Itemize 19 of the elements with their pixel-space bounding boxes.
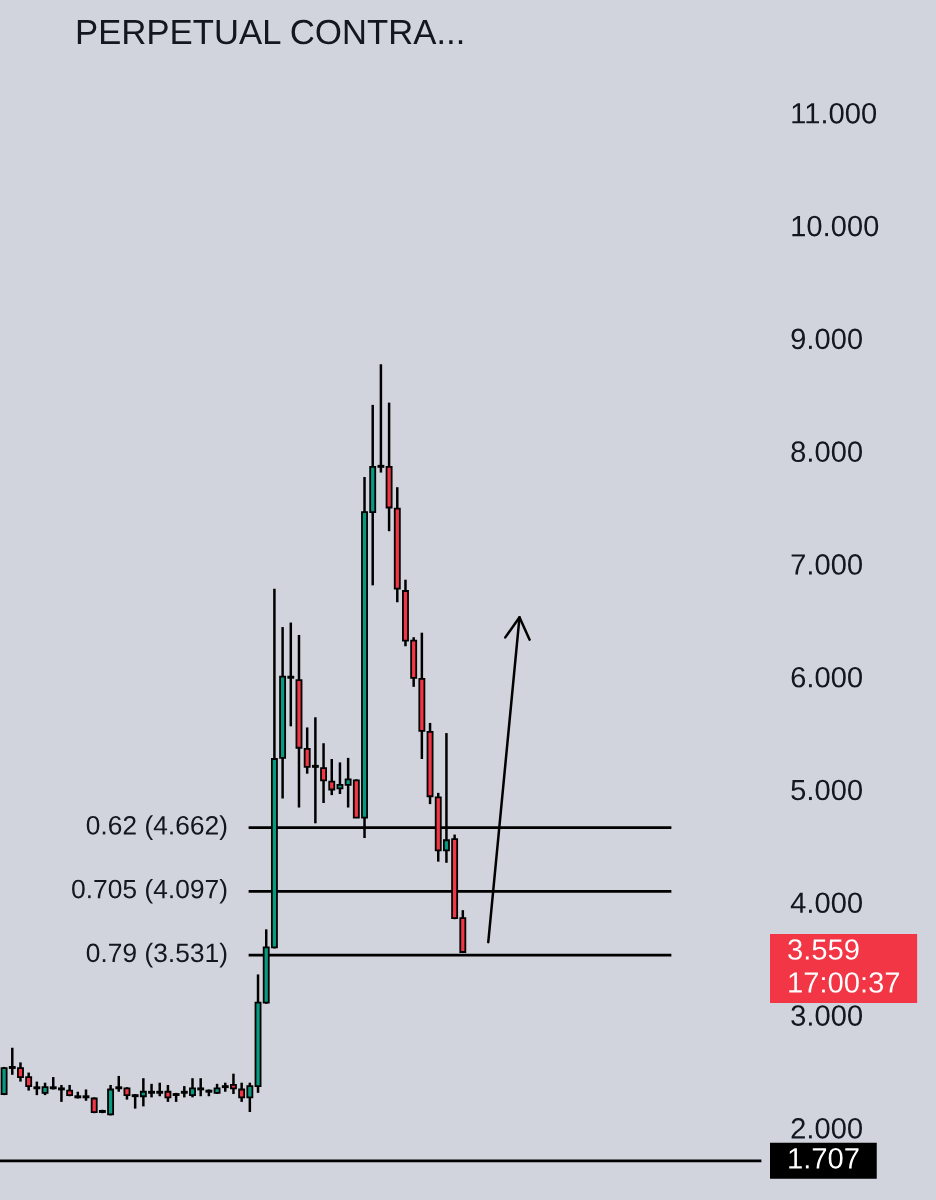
y-tick-label: 4.000 <box>790 892 862 914</box>
y-tick-label: 10.000 <box>792 215 879 237</box>
y-tick-label: 7.000 <box>791 554 862 575</box>
text: 17:00:37 <box>789 972 900 993</box>
ref-line-label: 0.79 (3.531) <box>86 942 227 968</box>
y-tick-label: 11.000 <box>792 102 877 124</box>
candlestick <box>328 757 336 797</box>
candlestick <box>336 761 344 796</box>
y-tick-label: 3.000 <box>791 1005 862 1026</box>
text: 3.559 <box>788 939 859 960</box>
chart-title: PERPETUAL CONTRA... <box>77 19 463 45</box>
ref-line-label: 1.707 <box>789 1148 859 1169</box>
y-tick-label: 8.000 <box>791 441 862 462</box>
y-tick-label: 5.000 <box>791 779 862 801</box>
ref-line-label: 0.62 (4.662) <box>86 815 227 840</box>
y-tick-label: 2.000 <box>791 1118 862 1139</box>
y-tick-label: 6.000 <box>791 666 862 688</box>
y-tick-label: 9.000 <box>791 328 862 350</box>
ref-line-label: 0.705 (4.097) <box>72 879 227 904</box>
